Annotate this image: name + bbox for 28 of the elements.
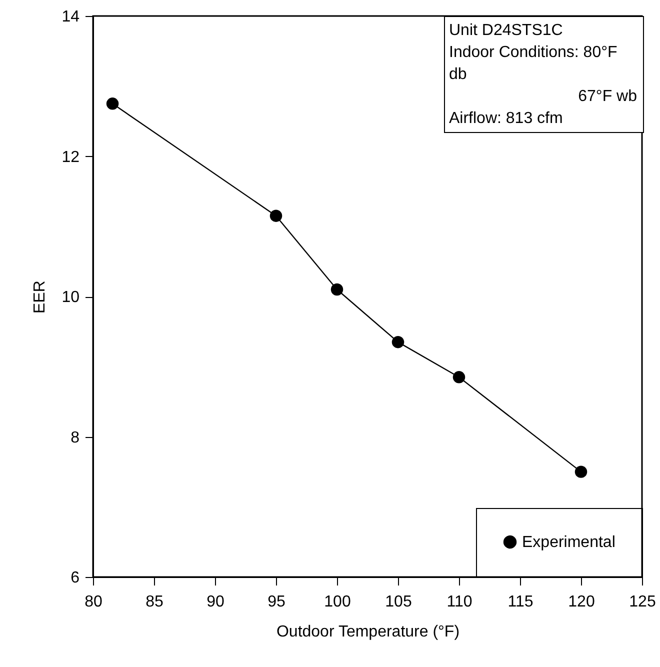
- x-tick-label: 100: [324, 594, 351, 610]
- x-tick-label: 85: [146, 594, 164, 610]
- point: [330, 283, 344, 296]
- y-tick-label: 6: [70, 570, 80, 586]
- x-tick-label: 115: [508, 594, 534, 610]
- point: [270, 210, 282, 222]
- point: [106, 98, 119, 110]
- x-tick-label: 120: [568, 594, 595, 610]
- x-tick-label: 110: [446, 594, 472, 610]
- y-tick-label: 8: [70, 429, 80, 446]
- annotation: Airflow: 813 cfm: [449, 109, 564, 129]
- x-tick-label: 105: [385, 594, 412, 610]
- y-tick-label: 10: [62, 289, 80, 306]
- x-tick-label: 90: [206, 594, 224, 610]
- point: [392, 336, 404, 348]
- annotation: Indoor Conditions: 80°F db: [449, 43, 618, 85]
- y-tick-label: 14: [62, 8, 80, 26]
- point: [574, 466, 588, 478]
- y-axis-title: EER: [32, 280, 49, 314]
- legend-label: Experimental: [522, 534, 616, 551]
- y-tick-label: 12: [62, 148, 80, 166]
- x-tick-label: 125: [629, 594, 656, 610]
- point: [452, 371, 466, 384]
- annotation: 67°F wb: [577, 87, 637, 107]
- x-tick-label: 95: [268, 594, 286, 610]
- x-axis-title: Outdoor Temperature (°F): [276, 624, 460, 640]
- annotation: Unit D24STS1C: [449, 21, 564, 41]
- x-tick-label: 80: [84, 594, 102, 610]
